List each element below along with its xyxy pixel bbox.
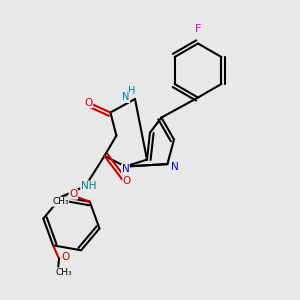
Text: O: O <box>84 98 93 108</box>
Text: O: O <box>123 176 131 186</box>
Text: N: N <box>171 162 179 172</box>
Text: CH₃: CH₃ <box>56 268 73 277</box>
Text: F: F <box>195 24 201 34</box>
Text: CH₃: CH₃ <box>52 197 69 206</box>
Text: O: O <box>69 189 77 199</box>
Text: N: N <box>122 92 130 103</box>
Text: NH: NH <box>81 181 96 191</box>
Text: O: O <box>61 252 70 262</box>
Text: N: N <box>122 164 129 175</box>
Text: H: H <box>128 86 136 97</box>
